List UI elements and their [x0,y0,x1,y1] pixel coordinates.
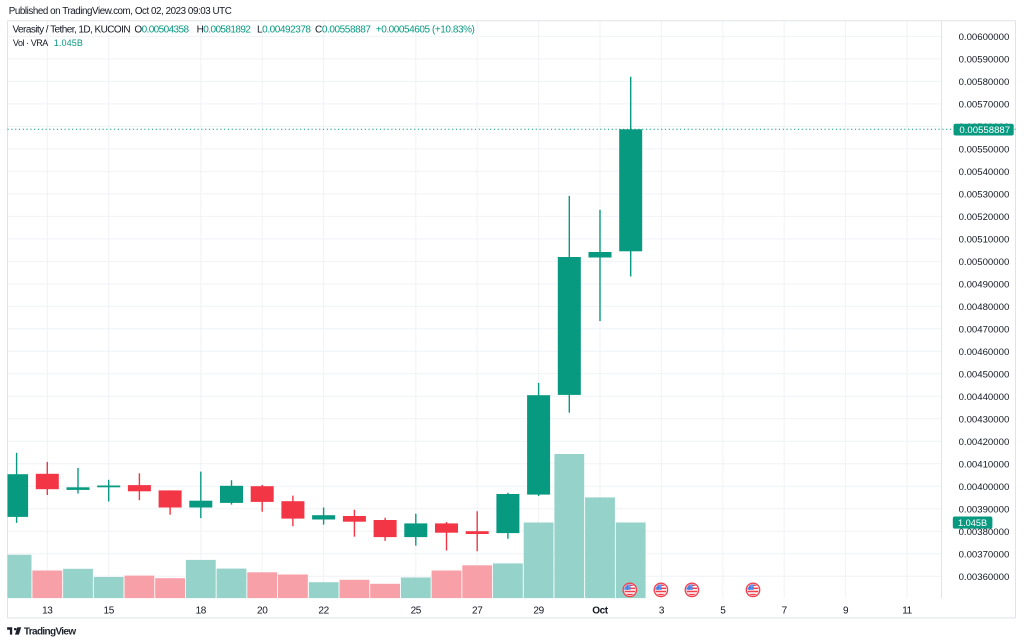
svg-text:27: 27 [472,606,483,617]
svg-text:0.00510000: 0.00510000 [959,234,1010,245]
svg-text:0.00400000: 0.00400000 [959,482,1010,493]
svg-text:C0.00558887: C0.00558887 [315,24,371,35]
svg-text:0.00600000: 0.00600000 [959,32,1010,43]
svg-text:0.00558887: 0.00558887 [959,125,1010,136]
svg-text:0.00460000: 0.00460000 [959,347,1010,358]
svg-text:0.00370000: 0.00370000 [959,549,1010,560]
svg-text:0.00420000: 0.00420000 [959,437,1010,448]
svg-text:18: 18 [196,606,207,617]
svg-text:0.00470000: 0.00470000 [959,324,1010,335]
svg-text:Oct: Oct [592,606,609,617]
svg-text:Vol · VRA: Vol · VRA [13,38,48,48]
svg-text:20: 20 [257,606,268,617]
svg-text:0.00440000: 0.00440000 [959,392,1010,403]
svg-text:0.00550000: 0.00550000 [959,144,1010,155]
svg-text:5: 5 [720,606,726,617]
svg-text:25: 25 [411,606,422,617]
svg-text:0.00590000: 0.00590000 [959,54,1010,65]
svg-text:9: 9 [843,606,849,617]
svg-text:O0.00504358: O0.00504358 [134,24,189,35]
svg-text:TradingView: TradingView [24,627,76,638]
svg-text:H0.00581892: H0.00581892 [197,24,252,35]
svg-text:0.00360000: 0.00360000 [959,572,1010,583]
svg-text:0.00490000: 0.00490000 [959,279,1010,290]
svg-text:1.045B: 1.045B [54,38,83,48]
svg-text:0.00430000: 0.00430000 [959,414,1010,425]
svg-text:0.00530000: 0.00530000 [959,189,1010,200]
svg-text:Verasity / Tether, 1D, KUCOIN: Verasity / Tether, 1D, KUCOIN [13,24,131,35]
svg-text:13: 13 [42,606,53,617]
svg-text:0.00580000: 0.00580000 [959,77,1010,88]
svg-text:+0.00054605 (+10.83%): +0.00054605 (+10.83%) [376,24,475,35]
svg-text:L0.00492378: L0.00492378 [257,24,311,35]
svg-text:0.00570000: 0.00570000 [959,99,1010,110]
svg-text:29: 29 [533,606,544,617]
svg-text:0.00520000: 0.00520000 [959,212,1010,223]
svg-text:15: 15 [104,606,115,617]
svg-text:7: 7 [782,606,788,617]
svg-text:Published on TradingView.com,: Published on TradingView.com, Oct 02, 20… [9,6,232,17]
svg-text:0.00480000: 0.00480000 [959,302,1010,313]
svg-text:0.00390000: 0.00390000 [959,504,1010,515]
svg-text:22: 22 [318,606,329,617]
svg-text:11: 11 [902,606,912,617]
svg-text:0.00500000: 0.00500000 [959,257,1010,268]
svg-text:0.00380000: 0.00380000 [959,527,1010,538]
svg-text:0.00540000: 0.00540000 [959,167,1010,178]
svg-text:0.00410000: 0.00410000 [959,459,1010,470]
svg-text:0.00450000: 0.00450000 [959,369,1010,380]
svg-text:1.045B: 1.045B [958,518,987,528]
svg-text:3: 3 [659,606,665,617]
